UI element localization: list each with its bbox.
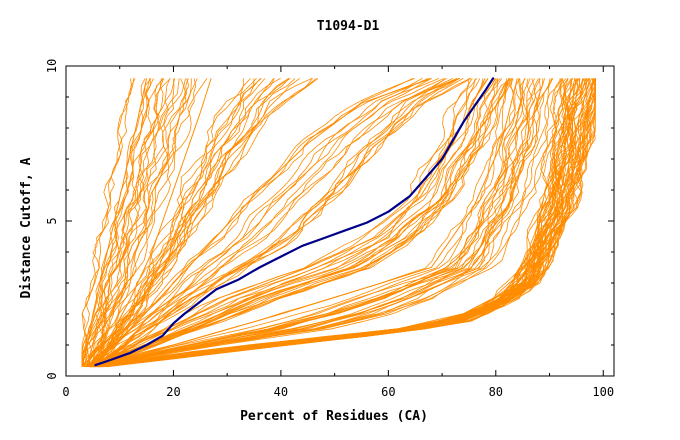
background-series-line <box>86 78 529 368</box>
background-series-line <box>81 78 154 367</box>
background-series-line <box>101 78 512 368</box>
y-tick-label: 5 <box>45 217 59 224</box>
background-series-line <box>81 78 171 367</box>
background-series-line <box>87 78 262 367</box>
background-series-line <box>84 78 541 368</box>
x-tick-label: 80 <box>489 385 503 399</box>
background-bundle-line <box>98 78 591 368</box>
highlight-series-line <box>94 77 495 367</box>
background-series-line <box>96 78 454 368</box>
y-tick-label: 10 <box>45 59 59 73</box>
background-bundle-line <box>92 77 432 368</box>
background-series-line <box>91 78 496 368</box>
background-series-line <box>102 78 596 368</box>
background-series-line <box>97 78 503 368</box>
x-axis-label: Percent of Residues (CA) <box>240 409 428 424</box>
background-series-line <box>86 78 290 367</box>
background-series-line <box>85 78 244 368</box>
x-tick-label: 20 <box>166 385 180 399</box>
background-series-line <box>88 78 192 367</box>
x-tick-label: 60 <box>381 385 395 399</box>
background-series-line <box>81 78 208 367</box>
background-bundle-line <box>81 78 148 367</box>
background-series-line <box>83 78 186 367</box>
background-series-line <box>92 78 572 368</box>
background-series-line <box>94 78 251 367</box>
background-series-line <box>95 78 501 368</box>
background-series-line <box>86 78 536 368</box>
background-series-line <box>91 78 522 368</box>
background-series-line <box>99 78 291 367</box>
background-series-line <box>84 78 151 367</box>
background-series-line <box>99 78 484 368</box>
background-series-line <box>90 78 541 368</box>
x-tick-label: 40 <box>274 385 288 399</box>
y-axis-label: Distance Cutoff, A <box>19 157 34 298</box>
background-series-line <box>93 78 554 368</box>
background-series-group <box>81 78 596 368</box>
background-series-line <box>88 78 171 367</box>
background-series-line <box>100 78 551 368</box>
background-bundle-line <box>87 78 212 368</box>
background-series-line <box>91 78 523 368</box>
background-series-line <box>100 78 596 368</box>
background-series-line <box>100 78 511 368</box>
background-series-line <box>91 78 538 368</box>
background-series-line <box>94 78 554 368</box>
background-series-line <box>93 78 489 368</box>
background-series-line <box>81 78 136 367</box>
background-series-line <box>98 78 563 368</box>
background-bundle-group <box>81 77 591 368</box>
background-series-line <box>81 78 197 367</box>
background-series-line <box>91 78 539 368</box>
background-series-line <box>94 78 447 368</box>
background-series-line <box>101 78 596 368</box>
background-series-line <box>97 78 472 368</box>
background-series-line <box>81 78 176 367</box>
background-series-line <box>96 78 445 368</box>
background-series-line <box>91 78 296 367</box>
background-series-line <box>99 78 510 368</box>
background-series-line <box>94 78 460 368</box>
background-series-line <box>89 78 317 368</box>
background-series-line <box>93 78 592 368</box>
background-series-line <box>93 78 423 368</box>
background-bundle-line <box>92 78 518 368</box>
background-series-line <box>101 78 595 368</box>
background-series-line <box>93 78 432 368</box>
background-series-line <box>94 78 563 368</box>
x-tick-label: 0 <box>62 385 69 399</box>
background-series-line <box>104 78 464 368</box>
background-series-line <box>96 78 440 367</box>
background-series-line <box>93 78 275 367</box>
background-series-line <box>92 78 481 368</box>
y-tick-label: 0 <box>45 372 59 379</box>
background-series-line <box>98 78 458 367</box>
background-series-line <box>96 78 289 367</box>
chart-title: T1094-D1 <box>317 19 380 34</box>
background-series-line <box>81 78 134 367</box>
background-series-line <box>88 78 190 367</box>
background-series-line <box>94 78 497 368</box>
background-series-line <box>81 78 164 367</box>
background-series-line <box>91 78 281 367</box>
background-bundle-line <box>92 78 577 368</box>
axis-ticks <box>65 65 614 377</box>
background-series-line <box>94 78 530 368</box>
background-bundle-line <box>97 78 486 368</box>
x-tick-label: 100 <box>592 385 614 399</box>
background-series-line <box>81 78 132 367</box>
background-series-line <box>93 78 274 367</box>
background-series-line <box>100 78 596 368</box>
